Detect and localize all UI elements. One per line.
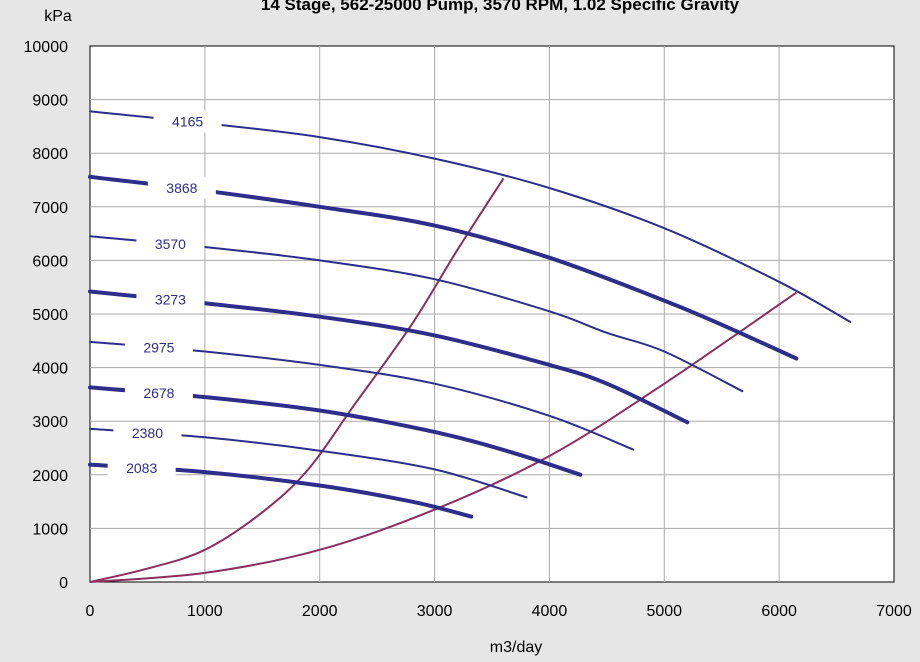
y-tick-label: 8000 — [32, 146, 68, 163]
y-tick-label: 3000 — [32, 414, 68, 431]
x-tick-label: 0 — [86, 603, 95, 620]
y-tick-label: 6000 — [32, 253, 68, 270]
y-tick-label: 9000 — [32, 93, 68, 110]
series-labels: 4165 3868 3570 3273 2975 2678 2380 2083 — [107, 110, 222, 479]
series-label-background — [113, 421, 182, 444]
series-label-background — [136, 288, 205, 311]
series-label: 3868 — [166, 180, 197, 196]
series-label: 2975 — [143, 340, 174, 356]
y-axis-label: kPa — [44, 8, 72, 25]
series-label: 3273 — [155, 292, 186, 308]
series-label: 3570 — [155, 236, 186, 252]
x-tick-label: 3000 — [417, 603, 453, 620]
y-tick-label: 0 — [59, 575, 68, 592]
series-label: 2678 — [143, 385, 174, 401]
grid — [90, 46, 894, 582]
chart-title: 14 Stage, 562-25000 Pump, 3570 RPM, 1.02… — [261, 0, 740, 14]
y-tick-label: 7000 — [32, 200, 68, 217]
series-label-background — [124, 382, 193, 405]
series-label: 2380 — [132, 425, 163, 441]
series-line — [88, 289, 690, 425]
y-tick-label: 4000 — [32, 361, 68, 378]
x-tick-label: 1000 — [187, 603, 223, 620]
series-label: 2083 — [126, 460, 157, 476]
x-axis-label: m3/day — [490, 639, 542, 656]
x-tick-label: 4000 — [532, 603, 568, 620]
series-label-background — [136, 232, 205, 255]
y-tick-label: 2000 — [32, 468, 68, 485]
series-label-background — [107, 456, 176, 479]
y-tick-label: 5000 — [32, 307, 68, 324]
series-label-background — [153, 110, 222, 133]
x-tick-label: 5000 — [646, 603, 682, 620]
x-tick-label: 6000 — [761, 603, 797, 620]
limit-line — [89, 177, 505, 583]
series-label: 4165 — [172, 113, 203, 129]
series-label-background — [147, 176, 216, 199]
y-tick-label: 10000 — [24, 39, 69, 56]
series-line — [89, 235, 744, 393]
tick-labels: 0 1000 2000 3000 4000 5000 6000 7000 0 1000 2000 30… — [24, 39, 912, 620]
x-tick-label: 2000 — [302, 603, 338, 620]
series-label-background — [124, 336, 193, 359]
y-tick-label: 1000 — [32, 521, 68, 538]
x-tick-label: 7000 — [876, 603, 912, 620]
